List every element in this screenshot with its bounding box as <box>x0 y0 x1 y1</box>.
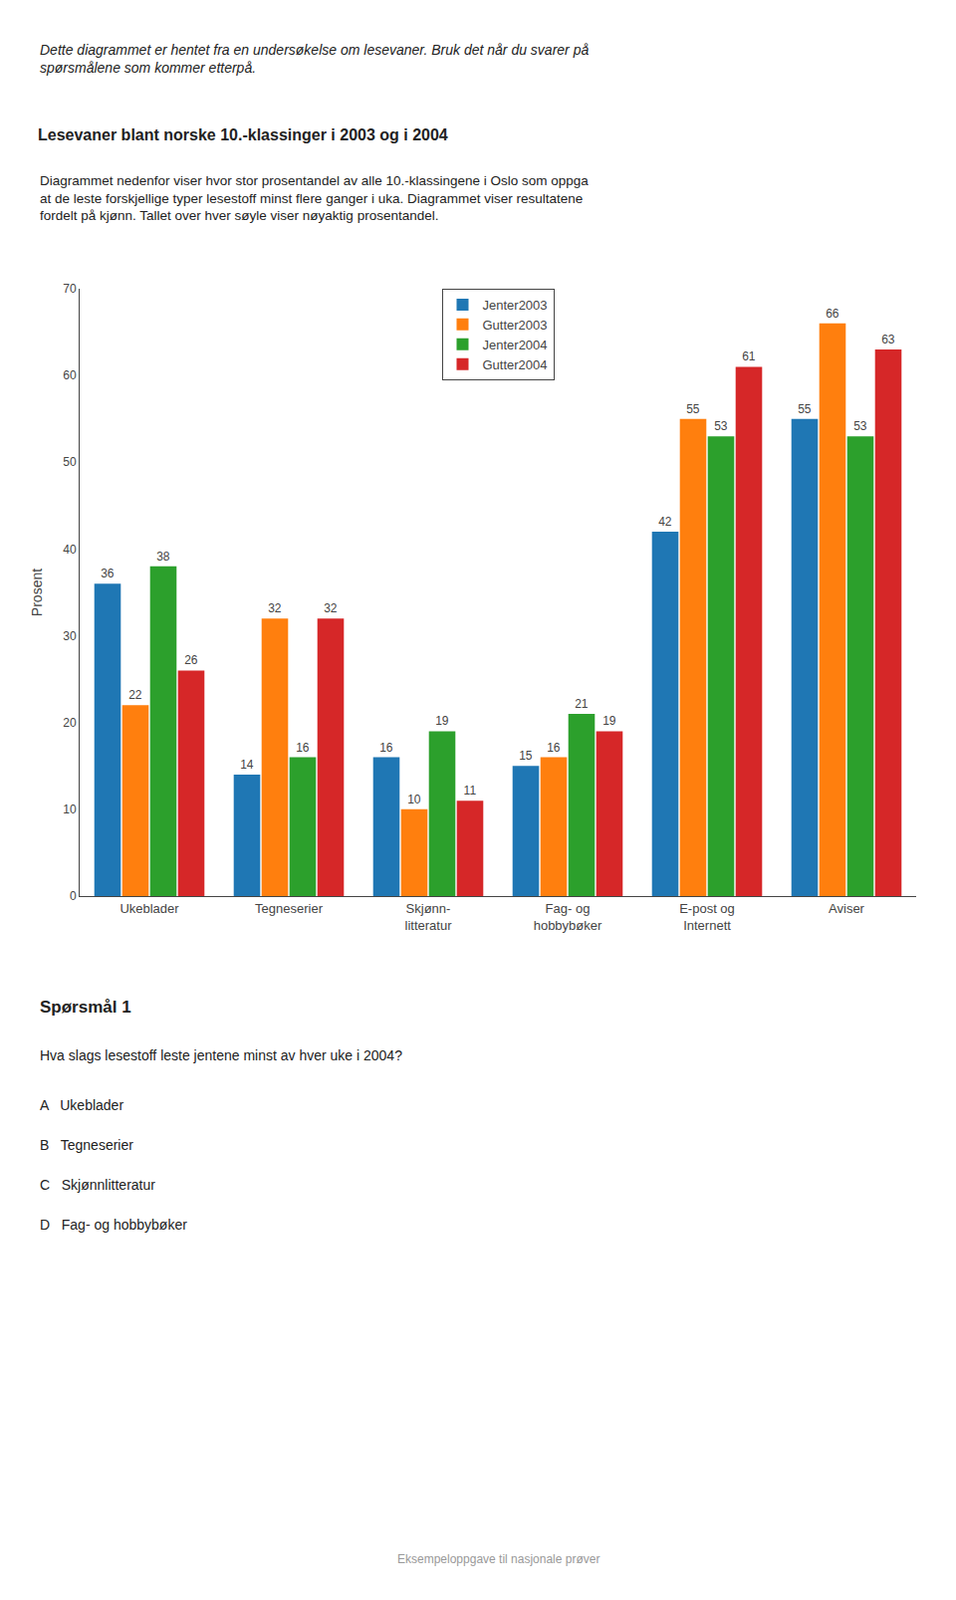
svg-text:Gutter2003: Gutter2003 <box>482 317 548 333</box>
svg-text:Tegneserier: Tegneserier <box>254 901 324 917</box>
svg-text:Ukeblader: Ukeblader <box>119 901 180 917</box>
svg-text:Aviser: Aviser <box>828 901 866 917</box>
svg-text:Fag- oghobbybøker: Fag- oghobbybøker <box>533 901 603 934</box>
svg-text:32: 32 <box>323 601 338 616</box>
svg-text:16: 16 <box>295 740 310 755</box>
svg-text:66: 66 <box>825 306 840 321</box>
svg-text:19: 19 <box>602 714 617 728</box>
svg-text:42: 42 <box>658 514 673 529</box>
svg-text:40: 40 <box>62 542 77 557</box>
svg-text:50: 50 <box>62 455 77 470</box>
svg-text:Hva slags lesestoff leste jent: Hva slags lesestoff leste jentene minst … <box>39 1047 403 1064</box>
svg-text:Prosent: Prosent <box>28 568 45 617</box>
svg-text:53: 53 <box>714 419 728 434</box>
svg-text:14: 14 <box>239 757 254 772</box>
svg-text:16: 16 <box>379 740 394 755</box>
svg-text:Jenter2003: Jenter2003 <box>482 297 548 313</box>
svg-text:A Ukeblader: A Ukeblader <box>39 1097 124 1114</box>
svg-text:Spørsmål 1: Spørsmål 1 <box>39 997 132 1017</box>
svg-text:Dette diagrammet er hentet fra: Dette diagrammet er hentet fra en unders… <box>39 41 589 76</box>
svg-text:Gutter2004: Gutter2004 <box>482 357 548 373</box>
svg-text:Skjønn-litteratur: Skjønn-litteratur <box>405 901 454 934</box>
svg-text:11: 11 <box>464 783 478 798</box>
svg-text:22: 22 <box>128 688 143 703</box>
svg-text:38: 38 <box>156 549 171 564</box>
svg-text:30: 30 <box>62 629 77 644</box>
svg-text:26: 26 <box>184 653 199 668</box>
svg-text:Diagrammet nedenfor viser hvor: Diagrammet nedenfor viser hvor stor pros… <box>39 173 589 224</box>
svg-text:21: 21 <box>574 697 589 712</box>
svg-text:61: 61 <box>741 349 756 364</box>
svg-text:Eksempeloppgave til nasjonale: Eksempeloppgave til nasjonale prøver <box>397 1552 600 1567</box>
svg-text:C Skjønnlitteratur: C Skjønnlitteratur <box>39 1177 156 1194</box>
svg-text:63: 63 <box>881 332 896 347</box>
svg-text:10: 10 <box>62 802 77 817</box>
svg-text:36: 36 <box>100 566 115 581</box>
svg-text:Jenter2004: Jenter2004 <box>482 337 548 353</box>
svg-text:19: 19 <box>435 714 450 728</box>
svg-text:32: 32 <box>267 601 282 616</box>
svg-text:0: 0 <box>69 889 77 904</box>
svg-text:Lesevaner blant norske 10.-kla: Lesevaner blant norske 10.-klassinger i … <box>37 126 449 144</box>
svg-text:70: 70 <box>62 281 77 296</box>
svg-text:E-post ogInternett: E-post ogInternett <box>679 901 735 934</box>
svg-text:53: 53 <box>853 419 868 434</box>
svg-text:16: 16 <box>546 740 561 755</box>
svg-text:55: 55 <box>686 402 701 417</box>
svg-text:B Tegneserier: B Tegneserier <box>39 1137 134 1154</box>
svg-text:15: 15 <box>518 748 533 763</box>
svg-text:10: 10 <box>407 792 422 807</box>
svg-text:60: 60 <box>62 368 77 383</box>
svg-text:D Fag- og hobbybøker: D Fag- og hobbybøker <box>39 1216 188 1233</box>
svg-text:20: 20 <box>62 716 77 730</box>
svg-text:55: 55 <box>797 402 812 417</box>
